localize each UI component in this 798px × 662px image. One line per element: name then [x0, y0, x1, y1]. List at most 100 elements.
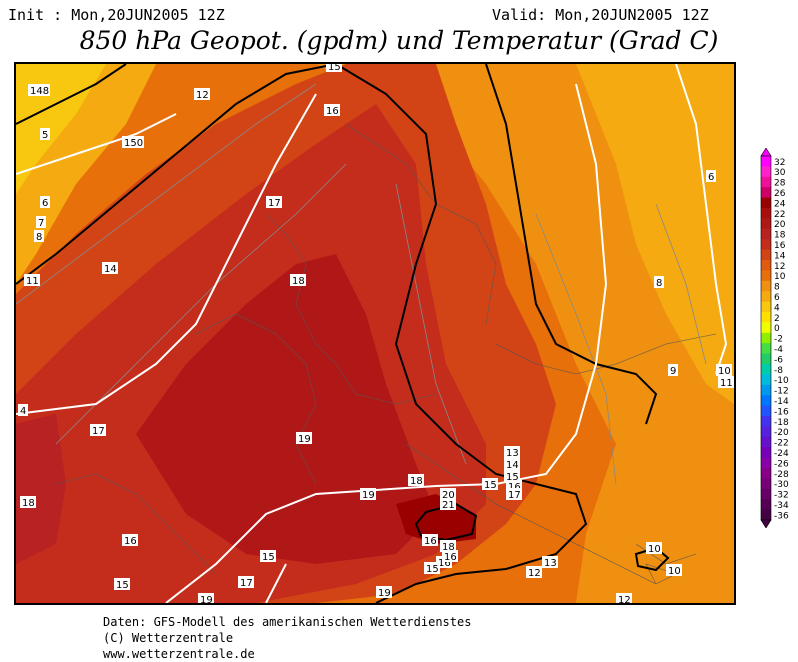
isoline-label-bg [290, 274, 306, 286]
legend-swatch [761, 270, 771, 282]
legend-label: 2 [774, 314, 780, 324]
isoline-label-bg [424, 562, 440, 574]
isoline-label: 8 [656, 278, 662, 289]
legend-swatch [761, 384, 771, 396]
legend-label: -34 [774, 501, 789, 511]
isoline-label: 5 [42, 130, 48, 141]
isoline-label-bg [122, 534, 138, 546]
legend-label: 16 [774, 241, 786, 251]
isoline-label: 12 [528, 568, 541, 579]
isoline-label-bg [114, 578, 130, 590]
legend-label: 22 [774, 210, 785, 220]
isoline-label: 15 [116, 580, 129, 591]
isoline-label: 15 [328, 64, 341, 73]
isoline-label-bg [28, 84, 50, 96]
legend-swatch [761, 291, 771, 303]
isoline-label: 17 [508, 490, 521, 501]
isoline-label-bg [482, 478, 498, 490]
legend-swatch [761, 312, 771, 323]
isoline-label-bg [440, 498, 456, 510]
legend-label: 8 [774, 283, 780, 293]
legend-swatch [761, 218, 771, 230]
isoline-label: 19 [362, 490, 375, 501]
isoline-label: 8 [36, 232, 42, 243]
legend-label: 12 [774, 262, 785, 272]
isoline-label: 18 [292, 276, 305, 287]
isoline-label-bg [616, 593, 632, 603]
isoline-label: 16 [124, 536, 137, 547]
init-time: Init : Mon,20JUN2005 12Z [8, 6, 225, 24]
legend-swatch [761, 405, 771, 417]
isoline-label: 14 [104, 264, 117, 275]
isoline-label: 15 [484, 480, 497, 491]
isoline-label-bg [326, 64, 342, 72]
isoline-label: 19 [378, 588, 391, 599]
footer-copyright: (C) Wetterzentrale [103, 631, 234, 645]
isoline-label-bg [504, 470, 520, 482]
legend-top-arrow [760, 147, 772, 157]
isoline-label-bg [440, 540, 456, 552]
isoline-label-bg [40, 196, 50, 208]
legend-swatch [761, 249, 771, 261]
isoline-label: 148 [30, 86, 49, 97]
isoline-label-bg [706, 170, 716, 182]
isoline-label: 14 [506, 460, 519, 471]
legend-swatch [761, 260, 771, 271]
isoline-label-bg [542, 556, 558, 568]
legend-swatch [761, 322, 771, 334]
legend-swatch [761, 343, 771, 355]
legend-label: 20 [774, 220, 786, 230]
isoline-label-bg [24, 274, 40, 286]
legend-label: -32 [774, 491, 789, 501]
isoline-label: 17 [240, 578, 253, 589]
legend-label: -14 [774, 397, 789, 407]
isoline-label-bg [422, 534, 438, 546]
legend-swatch [761, 208, 771, 219]
legend-label: -10 [774, 376, 789, 386]
isoline-label: 11 [26, 276, 39, 287]
isoline-label: 7 [38, 218, 44, 229]
isoline-label: 10 [718, 366, 731, 377]
isoline-label: 16 [424, 536, 437, 547]
isoline-label: 18 [22, 498, 35, 509]
isoline-label-bg [34, 230, 44, 242]
isoline-label: 15 [426, 564, 439, 575]
isoline-label: 13 [506, 448, 519, 459]
isoline-label-bg [504, 446, 520, 458]
isoline-label-bg [504, 458, 520, 470]
legend-swatch [761, 468, 771, 479]
field-nw-cold [16, 64, 106, 194]
legend-swatch [761, 332, 771, 344]
isoline-label: 16 [444, 552, 457, 563]
isoline-label-bg [408, 474, 424, 486]
isoline-label-bg [718, 376, 734, 388]
isoline-label: 15 [506, 472, 519, 483]
legend-label: 14 [774, 251, 786, 261]
legend-label: -18 [774, 418, 789, 428]
field-18deg [136, 254, 436, 564]
legend-swatch [761, 166, 771, 178]
isoline-label: 18 [410, 476, 423, 487]
isoline-label-bg [654, 276, 664, 288]
isoline-label-bg [260, 550, 276, 562]
legend-label: 6 [774, 293, 780, 303]
isoline-label: 16 [508, 482, 521, 493]
legend-label: -8 [774, 366, 783, 376]
legend-swatch [761, 228, 771, 240]
isoline-label: 21 [442, 500, 455, 511]
legend-swatch [761, 478, 771, 490]
isoline-label: 19 [200, 595, 213, 603]
legend-label: 24 [774, 199, 786, 209]
isoline-label-bg [668, 364, 678, 376]
field-sw-warm [16, 414, 66, 564]
valid-time: Valid: Mon,20JUN2005 12Z [492, 6, 709, 24]
legend-label: -6 [774, 355, 783, 365]
isoline-label-bg [442, 550, 458, 562]
map-title: 850 hPa Geopot. (gpdm) und Temperatur (G… [79, 26, 719, 55]
legend-swatch [761, 353, 771, 365]
isoline-label-bg [18, 404, 28, 416]
legend-label: -20 [774, 428, 789, 438]
isoline-label-bg [646, 542, 662, 554]
isoline-label: 19 [298, 434, 311, 445]
